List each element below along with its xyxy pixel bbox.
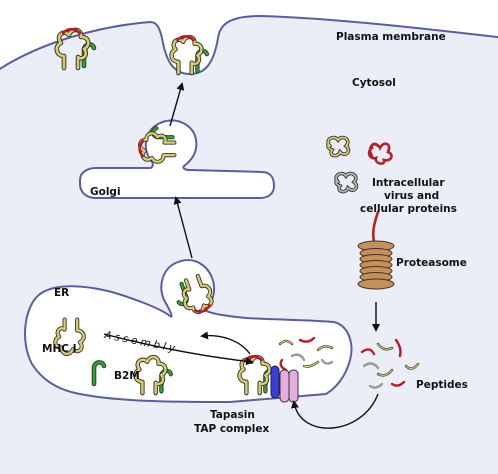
- tap-complex: [279, 369, 299, 403]
- label-tapasin: Tapasin: [210, 409, 255, 421]
- label-peptides: Peptides: [416, 379, 468, 391]
- label-intracellular-1: Intracellular: [372, 177, 445, 189]
- viral-protein-red: [367, 142, 393, 165]
- label-b2m: B2M: [114, 370, 140, 382]
- arrow-assembly: [103, 333, 254, 366]
- label-proteasome: Proteasome: [396, 257, 467, 269]
- label-golgi: Golgi: [90, 186, 121, 198]
- tapasin: [270, 365, 280, 399]
- label-cytosol: Cytosol: [352, 77, 396, 89]
- arrow-golgi-to-membrane: [169, 82, 185, 127]
- cytosol-region: [0, 14, 498, 474]
- arrow-peptides-to-tap: [290, 393, 379, 429]
- label-plasma-membrane: Plasma membrane: [336, 31, 446, 43]
- label-er: ER: [54, 287, 69, 299]
- cellular-protein-grey: [334, 171, 359, 194]
- mhc-complex-at-membrane: [171, 36, 206, 73]
- er-peptide-fragments: [278, 336, 334, 372]
- cytosol-peptides: [360, 338, 420, 389]
- label-intracellular-2: virus and: [384, 190, 439, 202]
- proteasome: [357, 210, 395, 290]
- arrow-er-to-golgi: [173, 196, 193, 259]
- viral-protein-yellow: [326, 135, 351, 158]
- pathway-arrows: [103, 82, 380, 429]
- label-tap-complex: TAP complex: [194, 423, 269, 435]
- arrow-tap-to-vesicle: [200, 331, 251, 355]
- golgi: [79, 119, 276, 199]
- label-intracellular-3: cellular proteins: [360, 203, 457, 215]
- label-mhc1: MHC I: [42, 343, 77, 355]
